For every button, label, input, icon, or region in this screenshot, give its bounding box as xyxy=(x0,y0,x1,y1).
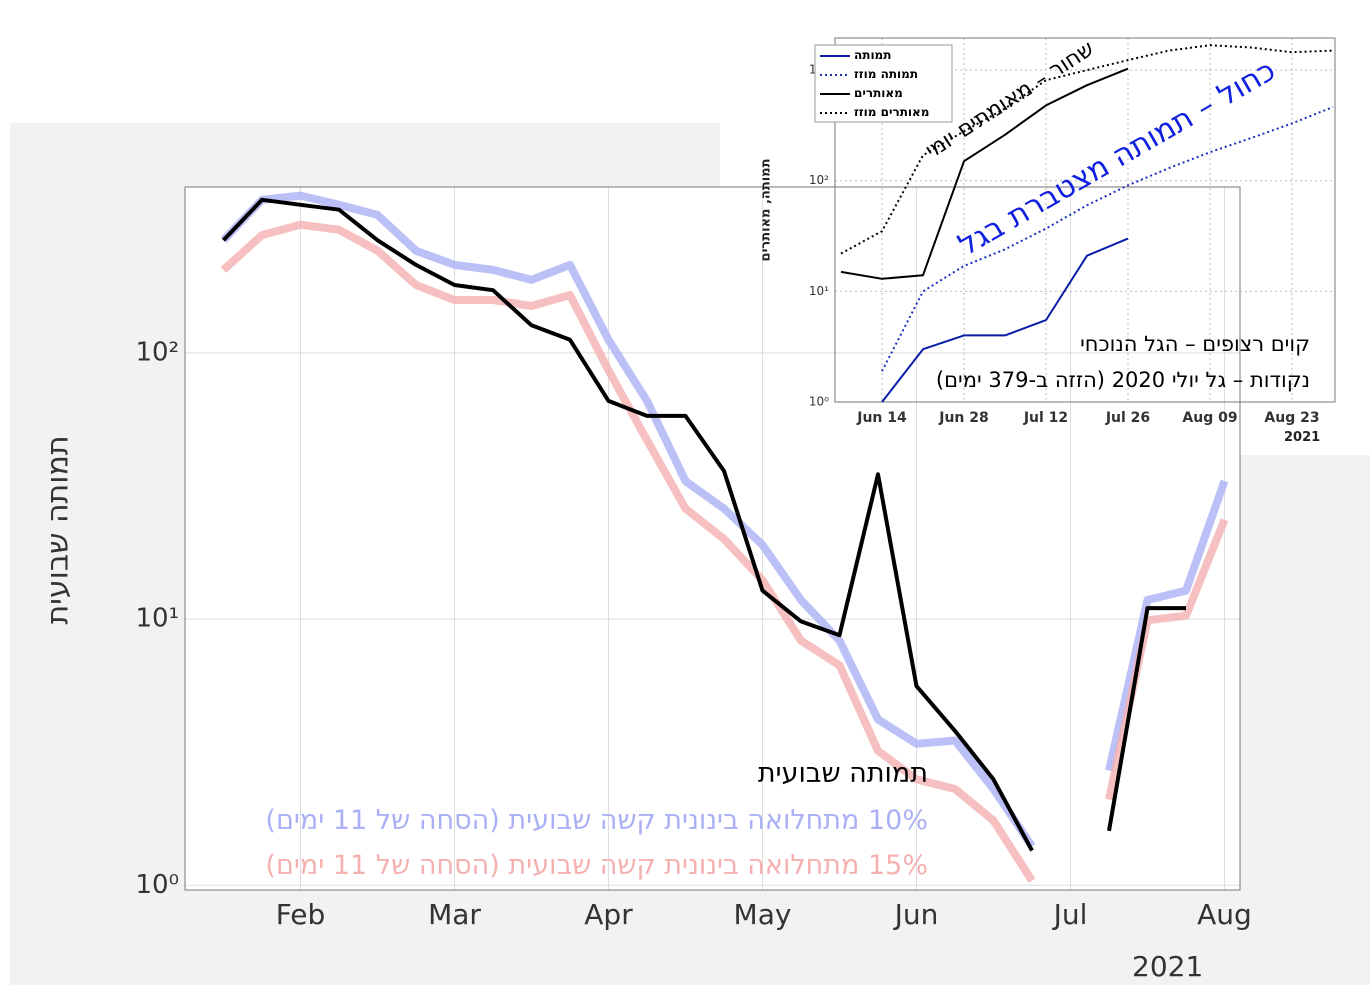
x-tick-label: Jun xyxy=(893,898,939,931)
x-tick-label: Aug 23 xyxy=(1264,410,1319,426)
legend-label: מאותרים מוזז xyxy=(854,105,930,119)
y-tick-label: 10⁰ xyxy=(135,870,179,900)
x-tick-label: Aug xyxy=(1197,898,1252,931)
legend-label: תמותה שבועית xyxy=(757,758,928,789)
legend-label: תמותה xyxy=(854,48,892,62)
y-tick-label: 10⁰ xyxy=(809,395,829,409)
x-tick-label: Feb xyxy=(276,898,326,931)
x-tick-label: Jul 12 xyxy=(1023,410,1068,426)
x-tick-label: Jun 28 xyxy=(938,410,989,426)
legend-box xyxy=(814,44,953,123)
y-axis-label: תמותה, מאותרים xyxy=(758,158,774,262)
series-line xyxy=(840,44,1334,255)
y-axis-label: תמותה שבועית xyxy=(40,435,76,625)
x-tick-label: Jul 26 xyxy=(1105,410,1150,426)
y-tick-label: 10¹ xyxy=(135,604,179,634)
series-line xyxy=(840,67,1129,280)
axes-frame xyxy=(834,37,1336,403)
series-line xyxy=(222,197,1186,852)
legend-label: תמותה מוזז xyxy=(854,67,919,81)
series-line xyxy=(881,237,1129,403)
annotation: נקודות – גל יולי 2020 (הזזה ב-379 ימים) xyxy=(935,368,1310,392)
x-note: 2021 xyxy=(1284,430,1321,445)
y-tick-label: 10² xyxy=(809,173,829,187)
x-tick-label: Jun 14 xyxy=(856,410,907,426)
y-tick-label: 10² xyxy=(135,337,179,367)
x-tick-label: Mar xyxy=(428,898,481,931)
series-line xyxy=(220,191,1229,849)
legend-label: 10% מתחלואה בינונית קשה שבועית (הסחה של … xyxy=(265,805,928,836)
x-tick-label: May xyxy=(734,898,792,931)
x-tick-label: Jul xyxy=(1052,898,1088,931)
x-tick-label: Apr xyxy=(584,898,633,931)
x-note: 2021 xyxy=(1132,950,1204,983)
x-tick-label: Aug 09 xyxy=(1182,410,1237,426)
legend-label: 15% מתחלואה בינונית קשה שבועית (הסחה של … xyxy=(265,850,928,881)
y-tick-label: 10¹ xyxy=(809,284,829,298)
axes-frame xyxy=(184,186,1241,891)
annotation: קוים רצופים – הגל הנוכחי xyxy=(1080,332,1310,356)
legend-label: מאותרים xyxy=(854,86,903,100)
